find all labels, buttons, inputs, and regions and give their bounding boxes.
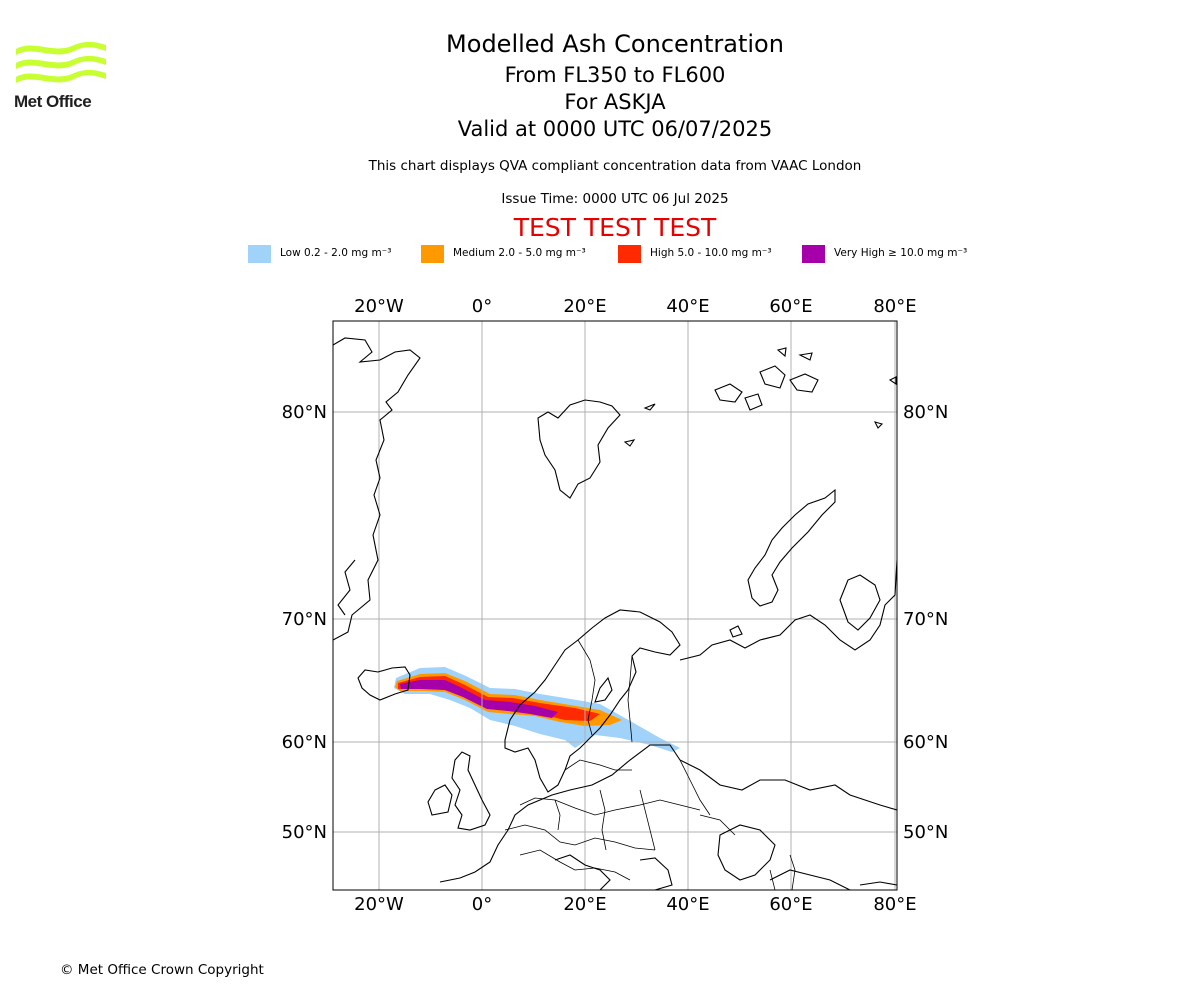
test-banner: TEST TEST TEST xyxy=(513,213,717,242)
ash-plume xyxy=(394,667,680,752)
ash-very-high-region xyxy=(400,680,558,718)
coastlines xyxy=(333,337,897,890)
map-area xyxy=(333,321,897,890)
lat-labels-right: 80°N 70°N 60°N 50°N xyxy=(903,402,948,843)
lon-labels-top: 20°W 0° 20°E 40°E 60°E 80°E xyxy=(354,296,916,317)
legend-swatch-high xyxy=(618,245,641,263)
legend-swatch-very-high xyxy=(802,245,825,263)
lat-labels-left: 80°N 70°N 60°N 50°N xyxy=(282,402,327,843)
map-frame xyxy=(332,320,898,891)
lat-label: 80°N xyxy=(903,402,948,423)
lon-label: 0° xyxy=(472,894,492,915)
lon-label: 20°W xyxy=(354,296,404,317)
legend-swatch-medium xyxy=(421,245,444,263)
lat-label: 70°N xyxy=(903,609,948,630)
lat-label: 80°N xyxy=(282,402,327,423)
lon-label: 40°E xyxy=(666,894,709,915)
lon-label: 80°E xyxy=(873,296,916,317)
lon-label: 60°E xyxy=(769,894,812,915)
compliance-note: This chart displays QVA compliant concen… xyxy=(368,158,862,174)
lon-label: 80°E xyxy=(873,894,916,915)
lat-label: 60°N xyxy=(282,732,327,753)
legend-label-medium: Medium 2.0 - 5.0 mg m⁻³ xyxy=(453,247,586,259)
legend-label-low: Low 0.2 - 2.0 mg m⁻³ xyxy=(280,247,392,259)
legend-label-very-high: Very High ≥ 10.0 mg m⁻³ xyxy=(834,247,968,259)
copyright-notice: © Met Office Crown Copyright xyxy=(60,962,264,978)
lat-label: 50°N xyxy=(903,822,948,843)
page-title: Modelled Ash Concentration xyxy=(446,30,784,58)
valid-time: Valid at 0000 UTC 06/07/2025 xyxy=(457,117,773,141)
lon-label: 40°E xyxy=(666,296,709,317)
lon-label: 0° xyxy=(472,296,492,317)
logo-text: Met Office xyxy=(14,92,92,111)
lon-labels-bottom: 20°W 0° 20°E 40°E 60°E 80°E xyxy=(354,894,916,915)
lon-label: 20°E xyxy=(563,894,606,915)
legend-swatch-low xyxy=(248,245,271,263)
graticule xyxy=(333,321,897,890)
lat-label: 60°N xyxy=(903,732,948,753)
country-borders xyxy=(504,639,796,890)
lat-label: 50°N xyxy=(282,822,327,843)
legend-label-high: High 5.0 - 10.0 mg m⁻³ xyxy=(650,247,772,259)
met-office-logo-icon xyxy=(16,41,106,83)
flight-level-range: From FL350 to FL600 xyxy=(504,63,726,87)
lat-label: 70°N xyxy=(282,609,327,630)
volcano-name: For ASKJA xyxy=(564,90,666,114)
issue-time: Issue Time: 0000 UTC 06 Jul 2025 xyxy=(501,191,729,207)
lon-label: 20°E xyxy=(563,296,606,317)
lon-label: 20°W xyxy=(354,894,404,915)
lon-label: 60°E xyxy=(769,296,812,317)
